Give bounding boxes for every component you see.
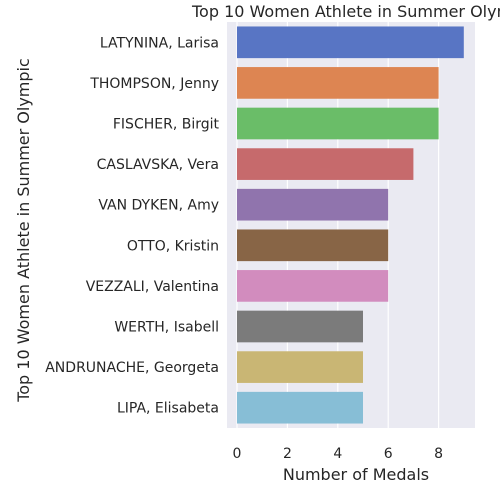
category-label: LIPA, Elisabeta [117, 401, 219, 417]
x-tick-label: 0 [233, 446, 242, 462]
bar [237, 391, 363, 424]
bars [237, 26, 464, 424]
bar [237, 229, 389, 262]
x-tick-label: 6 [384, 446, 393, 462]
bar [237, 26, 464, 59]
bar [237, 310, 363, 343]
category-label: THOMPSON, Jenny [89, 76, 219, 92]
bar [237, 270, 389, 302]
bar [237, 148, 414, 180]
bar [237, 351, 363, 383]
category-label: FISCHER, Birgit [113, 117, 220, 133]
x-tick-label: 8 [434, 446, 443, 462]
category-label: ANDRUNACHE, Georgeta [45, 360, 219, 376]
bar [237, 188, 389, 221]
category-label: WERTH, Isabell [114, 320, 219, 336]
x-tick-label: 4 [333, 446, 342, 462]
category-label: VAN DYKEN, Amy [98, 198, 219, 214]
y-axis-label: Top 10 Women Athlete in Summer Olympic [14, 58, 33, 403]
x-axis-label: Number of Medals [283, 465, 429, 484]
category-label: VEZZALI, Valentina [86, 279, 219, 295]
chart-title: Top 10 Women Athlete in Summer Olympic [191, 2, 500, 21]
bar [237, 107, 439, 140]
x-tick-label: 2 [283, 446, 292, 462]
category-label: CASLAVSKA, Vera [97, 157, 219, 173]
bar [237, 67, 439, 99]
category-label: LATYNINA, Larisa [100, 35, 219, 51]
category-label: OTTO, Kristin [127, 238, 219, 254]
category-labels: LATYNINA, Larisa THOMPSON, Jenny FISCHER, … [45, 35, 219, 416]
x-tick-labels: 0 2 4 6 8 [233, 446, 444, 462]
